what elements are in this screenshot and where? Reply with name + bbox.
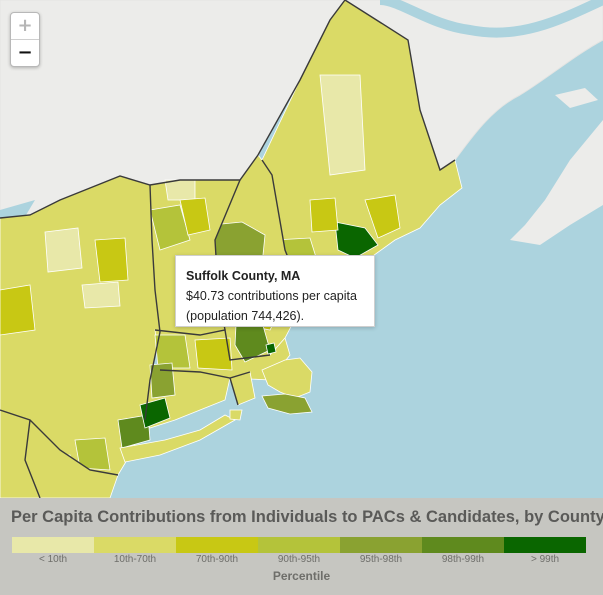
maine-coastal-county[interactable] [364, 194, 401, 239]
marthas-vineyard[interactable] [229, 409, 243, 421]
choropleth-map[interactable]: + − Suffolk County, MA $40.73 contributi… [0, 0, 603, 498]
legend-swatch-3 [258, 537, 340, 553]
legend-swatch-1 [94, 537, 176, 553]
legend-label-1: 10th-70th [113, 554, 157, 565]
ma-county-c[interactable] [194, 337, 233, 371]
st-lawrence-river [379, 0, 603, 38]
maine-county-d[interactable] [309, 197, 339, 233]
vt-county-c[interactable] [179, 197, 211, 236]
barnstable-county[interactable] [261, 393, 313, 415]
legend-label-4: 95th-98th [359, 554, 403, 565]
legend-title: Per Capita Contributions from Individual… [11, 508, 603, 526]
ny-county-d[interactable] [94, 237, 129, 283]
ny-county-a[interactable] [44, 227, 83, 273]
legend-swatch-5 [422, 537, 504, 553]
legend-color-bar [12, 537, 586, 553]
legend-swatch-4 [340, 537, 422, 553]
vt-county-b[interactable] [164, 179, 196, 201]
hancock-county[interactable] [334, 221, 379, 259]
nova-scotia-land [510, 120, 603, 245]
legend-axis-label: Percentile [272, 569, 331, 583]
westchester-county[interactable] [117, 414, 151, 449]
ny-county-b[interactable] [81, 281, 121, 309]
legend-labels: < 10th 10th-70th 70th-90th 90th-95th 95th-98… [12, 554, 586, 565]
cape-cod[interactable] [261, 357, 313, 399]
ny-county-e[interactable] [74, 437, 111, 471]
map-canvas[interactable] [0, 0, 603, 498]
legend-swatch-0 [12, 537, 94, 553]
zoom-control: + − [10, 12, 40, 67]
tooltip-title: Suffolk County, MA [186, 269, 301, 283]
legend-swatch-2 [176, 537, 258, 553]
legend-label-6: > 99th [530, 554, 560, 565]
ny-county-c[interactable] [0, 284, 36, 336]
legend-label-2: 70th-90th [195, 554, 239, 565]
legend-swatch-6 [504, 537, 586, 553]
tooltip-line-2: (population 744,426). [186, 309, 305, 323]
prince-edward-island [555, 88, 598, 108]
ma-county-b[interactable] [154, 334, 191, 369]
tooltip-line-1: $40.73 contributions per capita [186, 289, 357, 303]
legend-label-3: 90th-95th [277, 554, 321, 565]
suffolk-county[interactable] [265, 342, 277, 355]
long-island[interactable] [119, 414, 236, 463]
county-tooltip: Suffolk County, MA $40.73 contributions … [175, 255, 375, 327]
zoom-in-button[interactable]: + [11, 13, 39, 40]
zoom-out-button[interactable]: − [17, 42, 33, 63]
legend-label-0: < 10th [38, 554, 68, 565]
piscataquis-county[interactable] [319, 74, 366, 176]
legend-label-5: 98th-99th [441, 554, 485, 565]
vt-county-a[interactable] [149, 204, 191, 251]
state-borders [0, 0, 456, 498]
ct-county-b[interactable] [149, 362, 176, 399]
